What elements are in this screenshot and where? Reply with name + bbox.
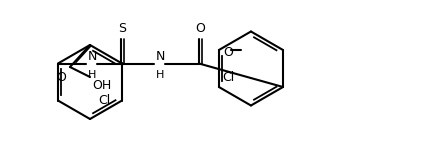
Text: Cl: Cl (98, 94, 110, 107)
Text: Cl: Cl (222, 71, 234, 84)
Text: O: O (223, 46, 233, 58)
Text: N: N (88, 49, 97, 63)
Text: OH: OH (92, 79, 111, 92)
Text: S: S (118, 22, 126, 36)
Text: N: N (156, 49, 165, 63)
Text: H: H (156, 70, 164, 80)
Text: O: O (56, 71, 66, 84)
Text: H: H (88, 70, 96, 80)
Text: O: O (195, 22, 205, 36)
